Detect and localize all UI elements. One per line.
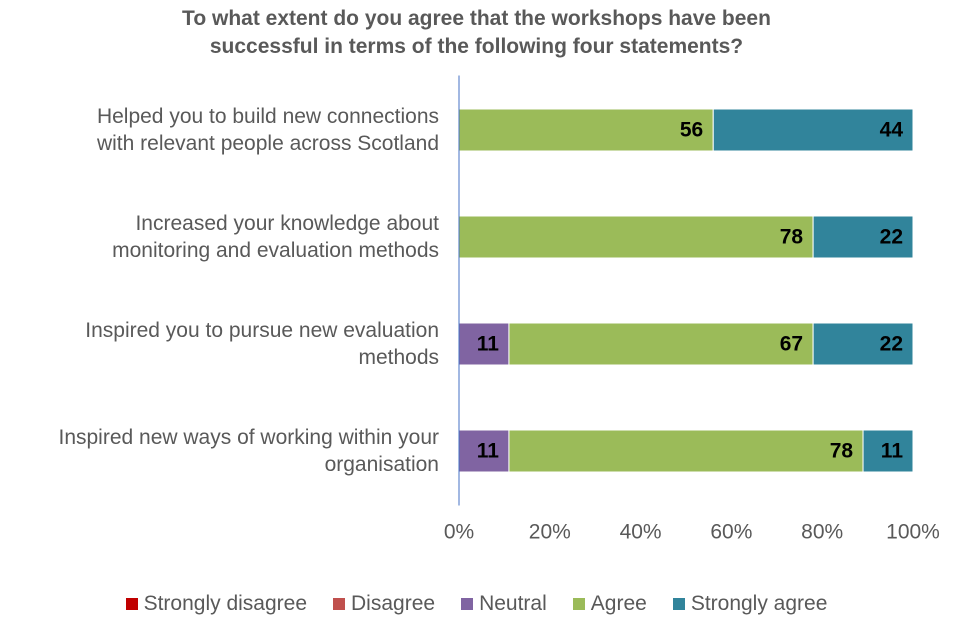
data-label: 22	[880, 333, 903, 356]
data-label: 67	[780, 333, 803, 356]
legend-item: Strongly disagree	[125, 592, 308, 616]
category-label: Helped you to build new connections with…	[96, 105, 439, 155]
legend-swatch	[333, 598, 346, 610]
bar-segment	[812, 215, 914, 259]
legend-swatch	[461, 598, 474, 610]
bar-segment	[508, 322, 814, 366]
legend-label: Strongly disagree	[143, 592, 308, 615]
chart-title: To what extent do you agree that the wor…	[182, 7, 771, 58]
data-label: 11	[477, 440, 500, 463]
bar-segment	[712, 108, 914, 152]
bar-segment	[458, 215, 814, 259]
category-label: Inspired new ways of working within your…	[58, 426, 439, 476]
x-tick-label: 80%	[801, 521, 843, 544]
data-label: 11	[477, 333, 500, 356]
legend-label: Agree	[590, 592, 647, 615]
legend-label: Strongly agree	[690, 592, 828, 615]
legend: Strongly disagree Disagree Neutral Agree Str…	[0, 592, 953, 616]
legend-item: Neutral	[461, 592, 547, 616]
data-label: 78	[780, 226, 804, 249]
x-tick-label: 40%	[620, 521, 662, 544]
legend-label: Neutral	[479, 592, 547, 615]
category-label: Inspired you to pursue new evaluation me…	[85, 319, 439, 369]
bar-segment	[458, 108, 714, 152]
data-label: 78	[830, 440, 854, 463]
bar-segment	[508, 429, 864, 473]
data-label: 56	[680, 119, 703, 142]
data-label: 22	[880, 226, 903, 249]
x-tick-label: 0%	[444, 521, 474, 544]
x-tick-label: 60%	[710, 521, 752, 544]
legend-item: Strongly agree	[672, 592, 828, 616]
bar-segment	[458, 322, 510, 366]
legend-swatch	[572, 598, 585, 610]
legend-swatch	[125, 598, 138, 610]
category-label: Increased your knowledge about monitorin…	[112, 212, 439, 262]
data-label: 11	[881, 440, 904, 463]
x-tick-label: 100%	[886, 521, 940, 544]
bar-segment	[812, 322, 914, 366]
bar-segment	[862, 429, 914, 473]
legend-item: Agree	[572, 592, 647, 616]
data-label: 44	[880, 119, 904, 142]
legend-item: Disagree	[333, 592, 435, 616]
legend-label: Disagree	[351, 592, 436, 615]
x-tick-label: 20%	[529, 521, 571, 544]
legend-swatch	[672, 598, 685, 610]
